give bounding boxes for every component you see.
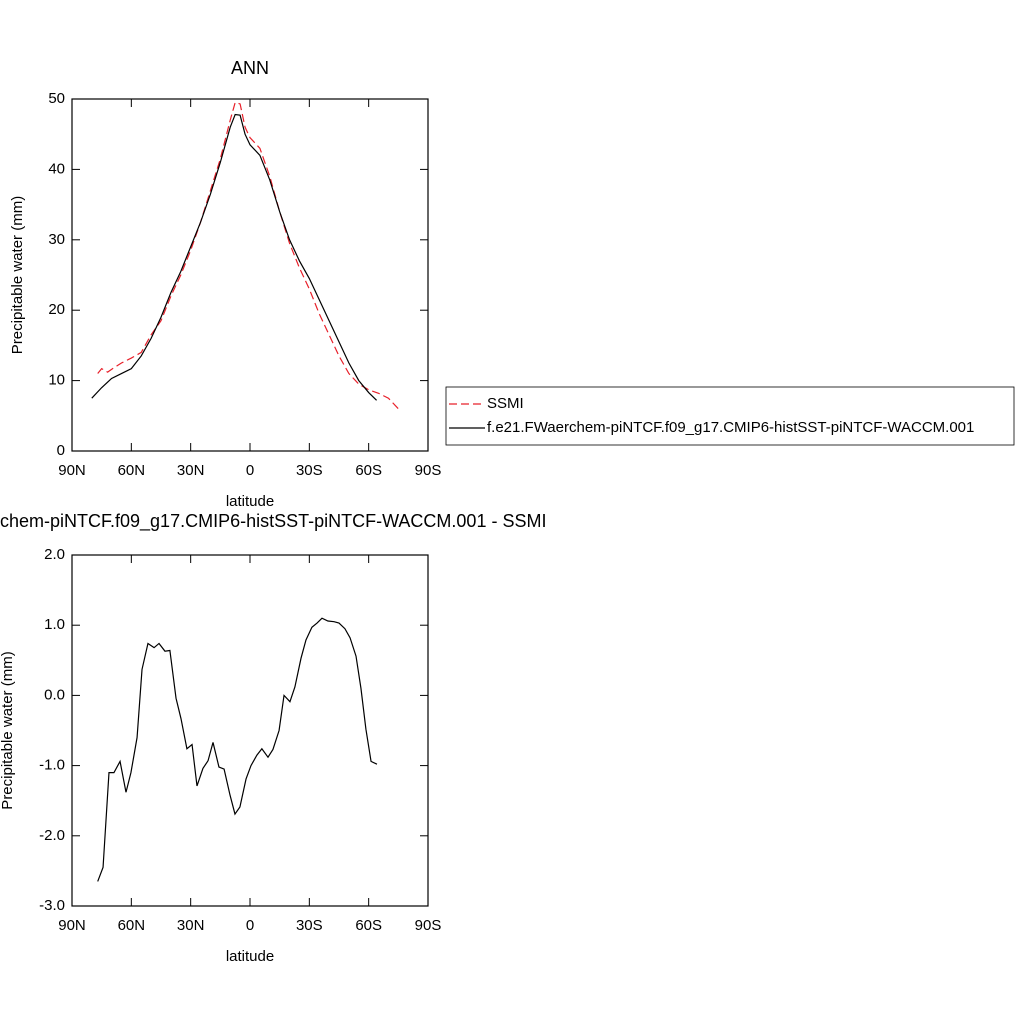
data-line — [97, 101, 399, 410]
data-line — [97, 617, 378, 882]
y-tick-label: 1.0 — [44, 616, 65, 633]
x-tick-label: 90S — [415, 917, 442, 934]
y-tick-label: 0 — [57, 442, 65, 459]
data-line — [91, 113, 377, 401]
y-axis-label: Precipitable water (mm) — [0, 651, 16, 809]
x-tick-label: 30S — [296, 462, 323, 479]
y-tick-label: 30 — [48, 231, 65, 248]
chart-title: chem-piNTCF.f09_g17.CMIP6-histSST-piNTCF… — [0, 511, 546, 532]
x-tick-label: 60N — [118, 917, 146, 934]
x-tick-label: 90S — [415, 462, 442, 479]
y-tick-label: 20 — [48, 301, 65, 318]
y-tick-label: -3.0 — [39, 897, 65, 914]
x-tick-label: 60S — [355, 462, 382, 479]
x-axis-label: latitude — [226, 493, 274, 510]
y-tick-label: 10 — [48, 372, 65, 389]
x-tick-label: 30S — [296, 917, 323, 934]
x-tick-label: 90N — [58, 462, 86, 479]
chart-title: ANN — [231, 58, 269, 78]
y-tick-label: 0.0 — [44, 686, 65, 703]
legend-label: f.e21.FWaerchem-piNTCF.f09_g17.CMIP6-his… — [487, 419, 974, 436]
x-tick-label: 60S — [355, 917, 382, 934]
x-tick-label: 60N — [118, 462, 146, 479]
y-tick-label: -2.0 — [39, 827, 65, 844]
x-tick-label: 0 — [246, 917, 254, 934]
x-tick-label: 30N — [177, 462, 205, 479]
x-tick-label: 30N — [177, 917, 205, 934]
x-axis-label: latitude — [226, 948, 274, 965]
plot-frame — [71, 554, 429, 907]
y-tick-label: 2.0 — [44, 546, 65, 563]
y-axis-label: Precipitable water (mm) — [9, 196, 26, 354]
y-tick-label: 40 — [48, 160, 65, 177]
x-tick-label: 90N — [58, 917, 86, 934]
x-tick-label: 0 — [246, 462, 254, 479]
legend-box — [445, 386, 1015, 446]
y-tick-label: 50 — [48, 90, 65, 107]
legend-label: SSMI — [487, 395, 524, 412]
y-tick-label: -1.0 — [39, 757, 65, 774]
